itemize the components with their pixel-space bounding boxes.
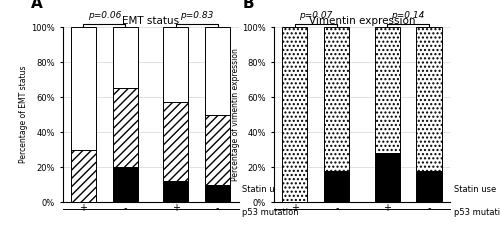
Text: Statin use: Statin use [242, 185, 284, 194]
Bar [205, 115, 230, 185]
Text: p=0.83: p=0.83 [180, 11, 214, 20]
Title: Vimentin expression: Vimentin expression [308, 17, 415, 27]
Bar [71, 27, 96, 150]
Bar [71, 150, 96, 202]
Bar [113, 167, 138, 202]
Bar [205, 185, 230, 202]
Text: p=0.06: p=0.06 [88, 11, 121, 20]
Bar [163, 102, 188, 181]
Text: B: B [242, 0, 254, 11]
Text: p53 mutation: p53 mutation [454, 208, 500, 217]
Text: A: A [31, 0, 42, 11]
Bar [282, 27, 308, 202]
Bar [113, 27, 138, 88]
Bar [374, 153, 400, 202]
Y-axis label: Percentage of EMT status: Percentage of EMT status [20, 66, 28, 163]
Bar [113, 88, 138, 167]
Bar [416, 27, 442, 170]
Text: Statin use: Statin use [454, 185, 496, 194]
Bar [163, 181, 188, 202]
Bar [205, 27, 230, 115]
Bar [374, 27, 400, 153]
Text: p53 mutation: p53 mutation [242, 208, 299, 217]
Y-axis label: Percentage of vimentin expression: Percentage of vimentin expression [230, 48, 239, 181]
Title: EMT status: EMT status [122, 17, 179, 27]
Text: p=0.07: p=0.07 [299, 11, 332, 20]
Bar [416, 170, 442, 202]
Bar [163, 27, 188, 102]
Bar [324, 27, 349, 170]
Bar [324, 170, 349, 202]
Text: p=0.14: p=0.14 [392, 11, 425, 20]
